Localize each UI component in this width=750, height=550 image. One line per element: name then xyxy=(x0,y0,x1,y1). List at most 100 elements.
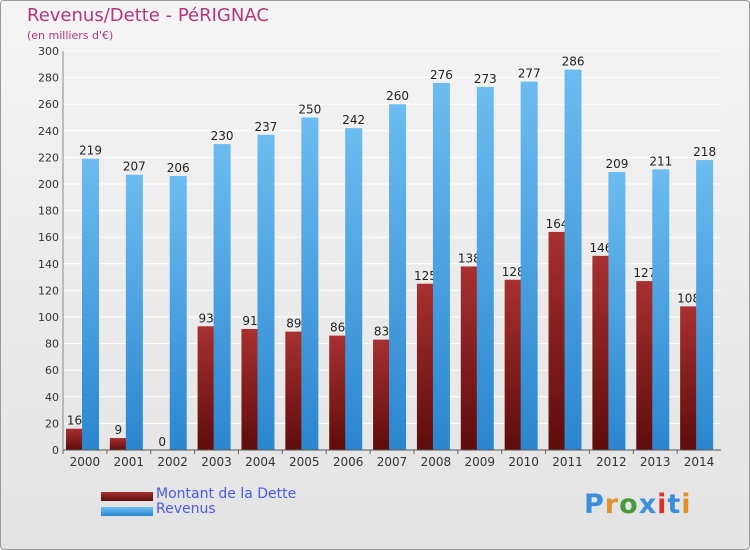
x-tick-label: 2008 xyxy=(421,455,452,469)
revenus-bar-label: 209 xyxy=(605,157,628,171)
revenus-bar xyxy=(696,160,714,450)
x-tick-label: 2001 xyxy=(114,455,145,469)
x-tick-label: 2000 xyxy=(70,455,101,469)
x-tick-label: 2002 xyxy=(157,455,188,469)
dette-bar xyxy=(329,335,347,450)
dette-bar xyxy=(592,255,610,450)
logo-letter: r xyxy=(604,489,620,520)
revenus-bar xyxy=(345,128,363,450)
dette-bar xyxy=(504,279,522,450)
revenus-bar-label: 250 xyxy=(298,103,321,117)
dette-bar-label: 125 xyxy=(414,269,437,283)
revenus-bar-label: 207 xyxy=(123,160,146,174)
y-tick-label: 220 xyxy=(38,151,59,164)
y-tick-label: 260 xyxy=(38,98,59,111)
revenus-bar-label: 230 xyxy=(211,129,234,143)
revenus-bar-label: 218 xyxy=(693,145,716,159)
y-tick-label: 140 xyxy=(38,258,59,271)
y-tick-label: 100 xyxy=(38,311,59,324)
revenus-bar xyxy=(213,144,231,450)
revenus-bar xyxy=(125,174,143,450)
y-tick-label: 160 xyxy=(38,231,59,244)
logo-letter: i xyxy=(657,489,668,520)
dette-bar-label: 0 xyxy=(158,435,166,449)
revenus-bar xyxy=(301,117,319,450)
revenus-bar-label: 206 xyxy=(167,161,190,175)
x-tick-label: 2005 xyxy=(289,455,320,469)
x-tick-label: 2007 xyxy=(377,455,408,469)
dette-bar xyxy=(636,281,654,450)
revenus-bar xyxy=(389,104,407,450)
dette-bar-label: 164 xyxy=(546,217,569,231)
dette-bar-label: 127 xyxy=(633,266,656,280)
y-tick-label: 200 xyxy=(38,178,59,191)
revenus-bar-label: 260 xyxy=(386,89,409,103)
revenus-bar xyxy=(608,172,626,450)
x-tick-label: 2009 xyxy=(464,455,495,469)
y-tick-label: 40 xyxy=(45,391,59,404)
revenus-bar-label: 219 xyxy=(79,144,102,158)
y-tick-label: 240 xyxy=(38,125,59,138)
y-tick-label: 0 xyxy=(52,444,59,457)
logo-letter: o xyxy=(619,489,639,520)
legend-swatch-revenus xyxy=(101,507,153,516)
x-tick-label: 2011 xyxy=(552,455,583,469)
revenus-bar xyxy=(476,86,494,450)
dette-bar xyxy=(460,266,478,450)
dette-bar xyxy=(548,231,566,450)
revenus-bar-label: 286 xyxy=(562,55,585,69)
revenus-bar-label: 211 xyxy=(649,154,672,168)
proxiti-logo: Proxiti xyxy=(584,489,692,520)
revenus-bar-label: 276 xyxy=(430,68,453,82)
dette-bar xyxy=(241,328,259,450)
revenus-bar xyxy=(652,169,670,450)
dette-bar xyxy=(109,438,127,450)
x-tick-label: 2004 xyxy=(245,455,276,469)
logo-letter: x xyxy=(638,489,658,520)
logo-letter: i xyxy=(681,489,692,520)
legend-label-dette: Montant de la Dette xyxy=(156,486,297,502)
logo-letter: P xyxy=(584,489,605,520)
dette-bar xyxy=(416,283,434,450)
y-tick-label: 80 xyxy=(45,338,59,351)
revenus-bar xyxy=(82,158,99,451)
revenus-bar xyxy=(520,81,538,450)
chart-subtitle: (en milliers d'€) xyxy=(27,29,114,42)
dette-bar-label: 146 xyxy=(589,241,612,255)
y-tick-label: 20 xyxy=(45,417,59,430)
dette-bar-label: 9 xyxy=(115,423,123,437)
revenus-bar xyxy=(564,69,582,451)
revenus-bar-label: 273 xyxy=(474,72,497,86)
dette-bar-label: 108 xyxy=(677,291,700,305)
legend-swatch-dette xyxy=(101,492,153,501)
dette-bar xyxy=(680,306,698,450)
x-tick-label: 2006 xyxy=(333,455,364,469)
revenus-bar-label: 277 xyxy=(518,67,541,81)
dette-bar xyxy=(285,331,303,450)
revenus-bar-label: 237 xyxy=(255,120,278,134)
revenus-bar xyxy=(257,134,275,451)
dette-bar-label: 86 xyxy=(330,321,345,335)
x-tick-label: 2012 xyxy=(596,455,627,469)
dette-bar xyxy=(66,428,83,450)
chart-title: Revenus/Dette - PéRIGNAC xyxy=(27,5,269,26)
logo-letter: t xyxy=(667,489,682,520)
dette-bar xyxy=(197,326,215,450)
revenus-bar-label: 242 xyxy=(342,113,365,127)
x-tick-label: 2010 xyxy=(508,455,539,469)
dette-bar-label: 93 xyxy=(198,311,213,325)
dette-bar-label: 89 xyxy=(286,317,301,331)
y-tick-label: 280 xyxy=(38,72,59,85)
x-tick-label: 2014 xyxy=(684,455,715,469)
y-tick-label: 120 xyxy=(38,284,59,297)
dette-bar-label: 16 xyxy=(67,414,82,428)
revenus-bar xyxy=(432,82,450,451)
legend-label-revenus: Revenus xyxy=(156,501,216,517)
x-tick-label: 2013 xyxy=(640,455,671,469)
dette-bar-label: 83 xyxy=(374,325,389,339)
y-tick-label: 60 xyxy=(45,364,59,377)
dette-bar-label: 138 xyxy=(458,251,481,265)
y-tick-label: 180 xyxy=(38,205,59,218)
